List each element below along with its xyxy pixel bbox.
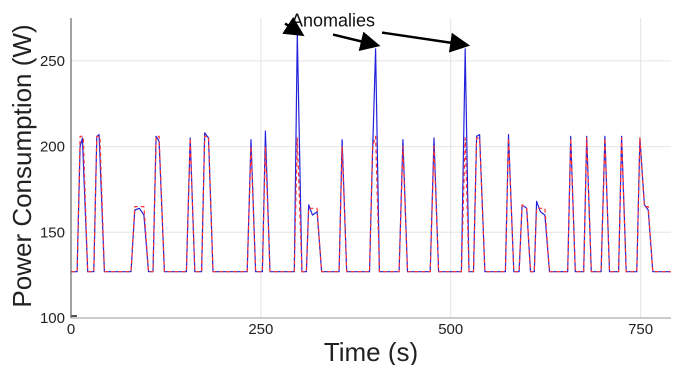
gridlines xyxy=(70,18,671,319)
series-layer xyxy=(71,32,671,273)
series-predicted-line xyxy=(71,135,671,273)
annotation-arrow-3 xyxy=(381,31,471,53)
y-tick-label-200: 200 xyxy=(40,139,65,156)
y-tick-label-150: 150 xyxy=(40,224,65,241)
anomalies-annotation: Anomalies xyxy=(282,11,471,53)
y-tick-label-100: 100 xyxy=(40,310,65,327)
series-measured-line xyxy=(71,32,671,273)
x-tick-label-750: 750 xyxy=(628,321,653,338)
y-tick-label-250: 250 xyxy=(40,53,65,70)
x-tick-label-250: 250 xyxy=(248,321,273,338)
axes xyxy=(70,18,671,319)
annotation-arrow-2 xyxy=(332,31,381,52)
annotation-arrow-1 xyxy=(282,16,305,37)
x-tick-label-500: 500 xyxy=(438,321,463,338)
x-tick-label-0: 0 xyxy=(67,321,75,338)
annotation-text: Anomalies xyxy=(291,11,375,31)
y-axis-label: Power Consumption (W) xyxy=(7,24,37,307)
x-axis-label: Time (s) xyxy=(324,337,418,365)
tick-labels: 100 150 200 250 0 250 500 750 xyxy=(40,53,653,338)
